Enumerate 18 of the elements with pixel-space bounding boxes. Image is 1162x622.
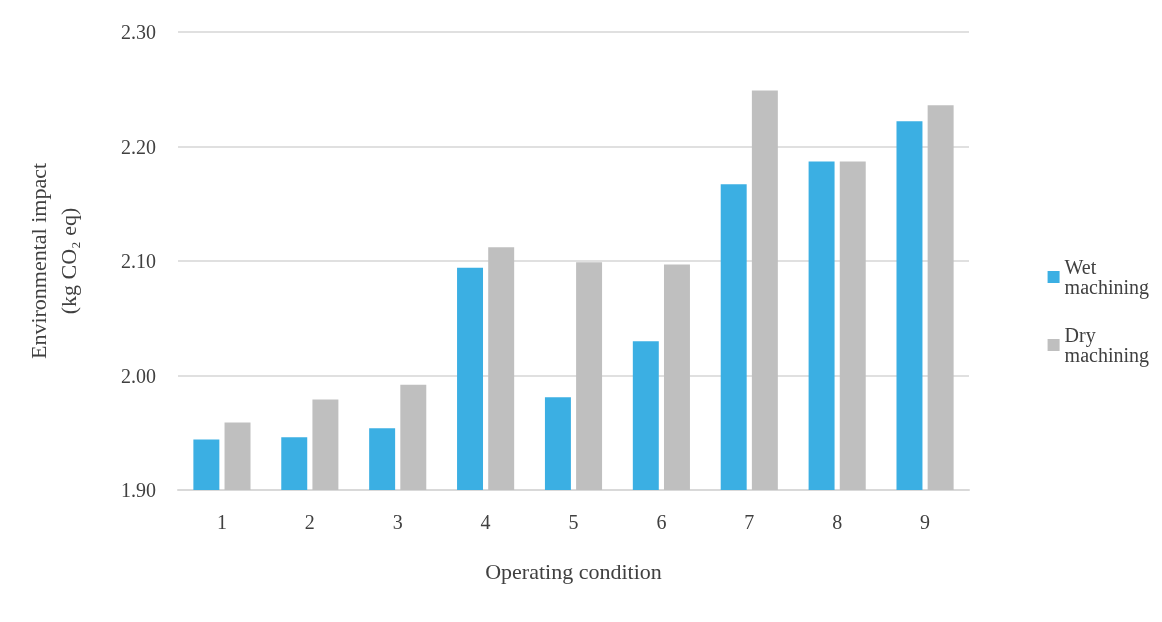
x-tick-label: 4 bbox=[480, 511, 491, 533]
y-tick-label: 2.10 bbox=[121, 250, 156, 272]
y-tick-label: 1.90 bbox=[121, 479, 156, 501]
y-tick-label: 2.20 bbox=[121, 135, 156, 158]
x-tick-label: 7 bbox=[744, 511, 755, 533]
y-axis-title: Environmental impact (kg CO₂ eq) bbox=[25, 162, 81, 360]
x-tick-label: 9 bbox=[920, 511, 931, 533]
legend-label: Wet machining bbox=[1064, 256, 1150, 299]
y-tick-label: 2.00 bbox=[121, 364, 156, 387]
x-tick-label: 6 bbox=[656, 511, 667, 533]
x-tick-label: 1 bbox=[216, 511, 227, 533]
x-tick-label: 2 bbox=[304, 511, 315, 533]
x-tick-label: 8 bbox=[832, 511, 843, 533]
x-tick-label: 5 bbox=[568, 511, 579, 533]
legend-label: Dry machining bbox=[1064, 324, 1150, 367]
x-axis-title: Operating condition bbox=[485, 558, 662, 584]
x-tick-label: 3 bbox=[392, 511, 403, 533]
y-tick-label: 2.30 bbox=[121, 21, 156, 43]
